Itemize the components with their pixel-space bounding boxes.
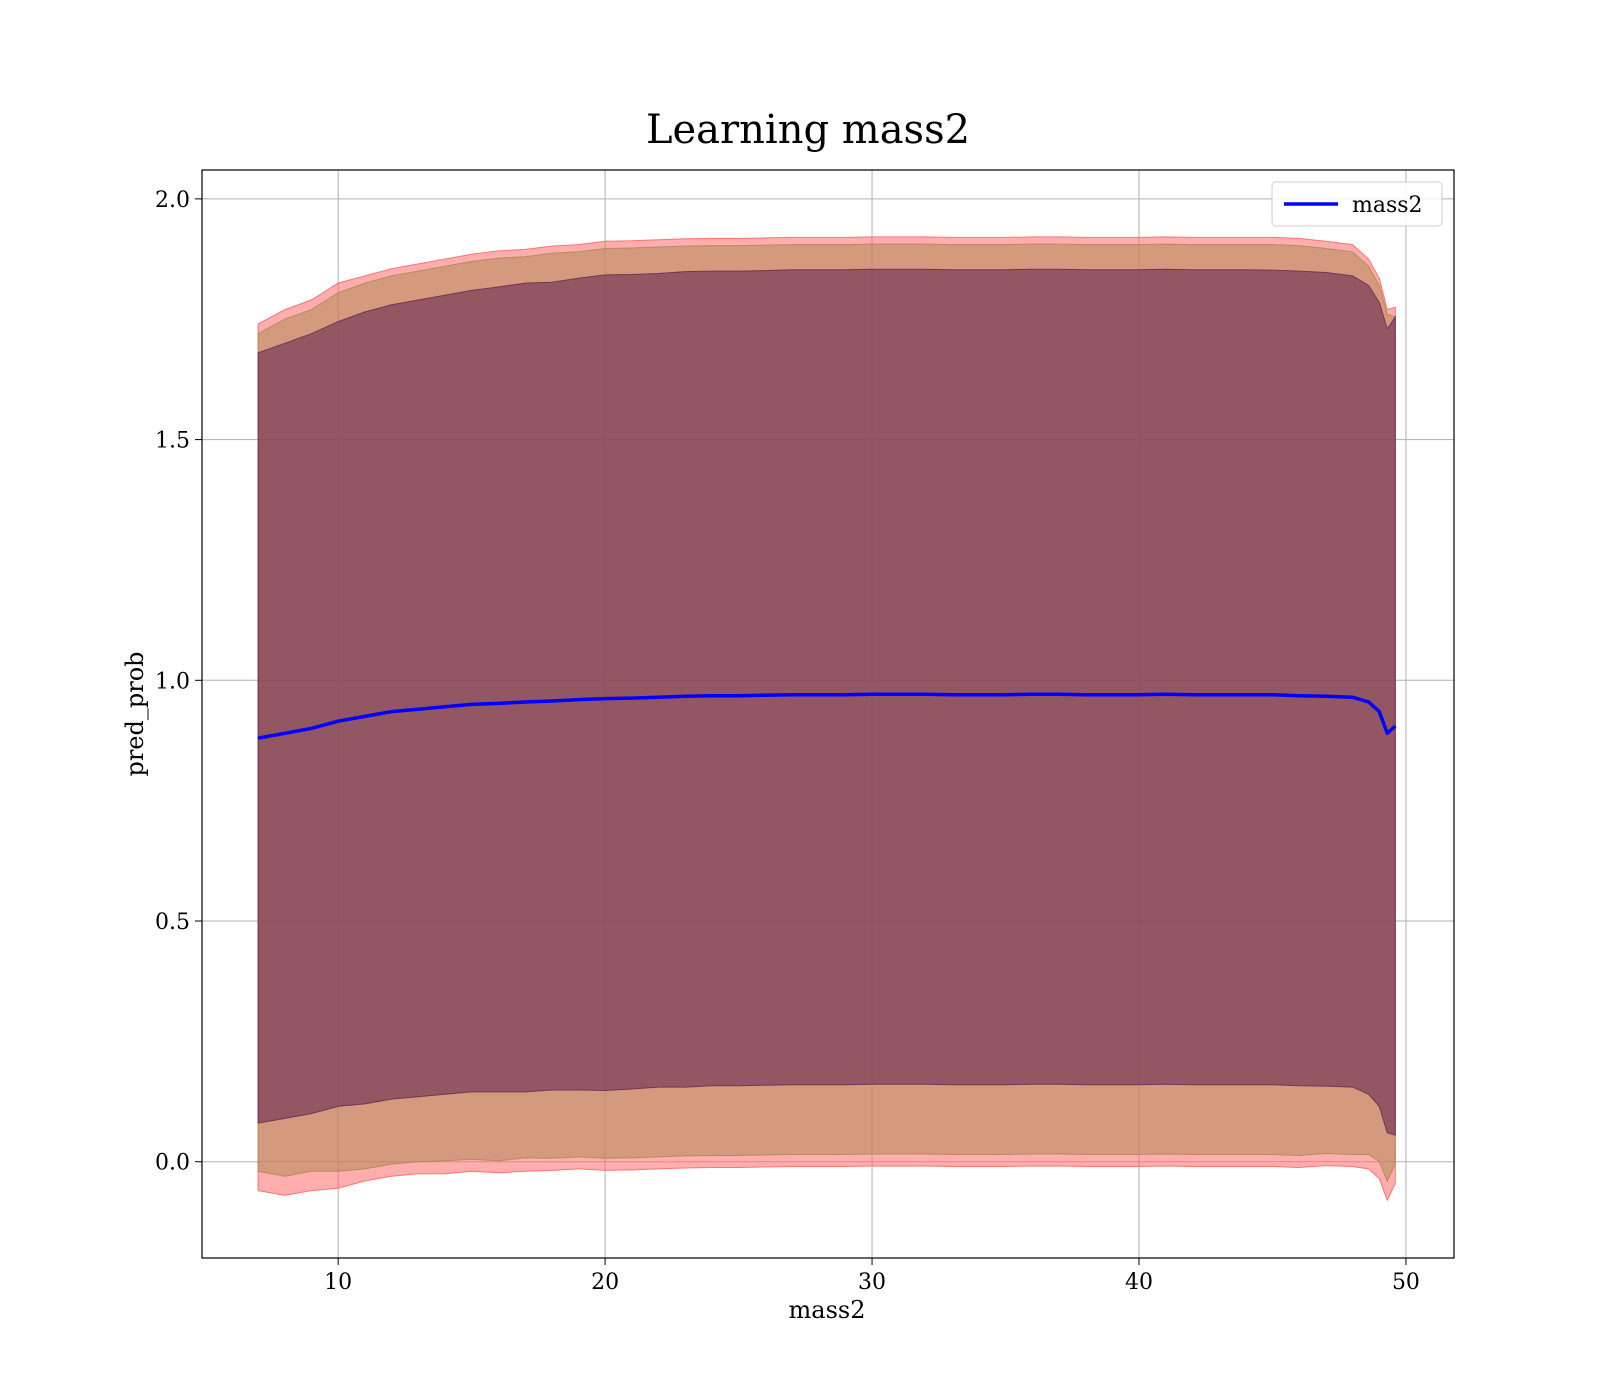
axes-frame xyxy=(201,169,1455,1259)
legend-label: mass2 xyxy=(1352,193,1423,218)
y-tick-label: 0.5 xyxy=(155,910,190,935)
x-tick-label: 50 xyxy=(1392,1270,1420,1295)
plot-area: 10 20 30 40 50 0.0 0.5 1.0 1.5 2.0 mass2 xyxy=(155,169,1455,1295)
y-tick-label: 1.0 xyxy=(155,669,190,694)
y-tick-label: 2.0 xyxy=(155,188,190,213)
y-axis-label: pred_prob xyxy=(121,651,149,776)
confidence-band xyxy=(257,268,1396,1136)
x-tick-label: 20 xyxy=(591,1270,619,1295)
x-tick-label: 10 xyxy=(324,1270,352,1295)
chart-title: Learning mass2 xyxy=(646,107,970,153)
x-axis-label: mass2 xyxy=(789,1296,866,1324)
series-line xyxy=(257,692,1397,740)
x-tick-label: 40 xyxy=(1125,1270,1153,1295)
y-tick-label: 1.5 xyxy=(155,429,190,454)
y-tick-label: 0.0 xyxy=(155,1151,190,1176)
x-tick-label: 30 xyxy=(858,1270,886,1295)
legend-box xyxy=(1271,181,1443,227)
